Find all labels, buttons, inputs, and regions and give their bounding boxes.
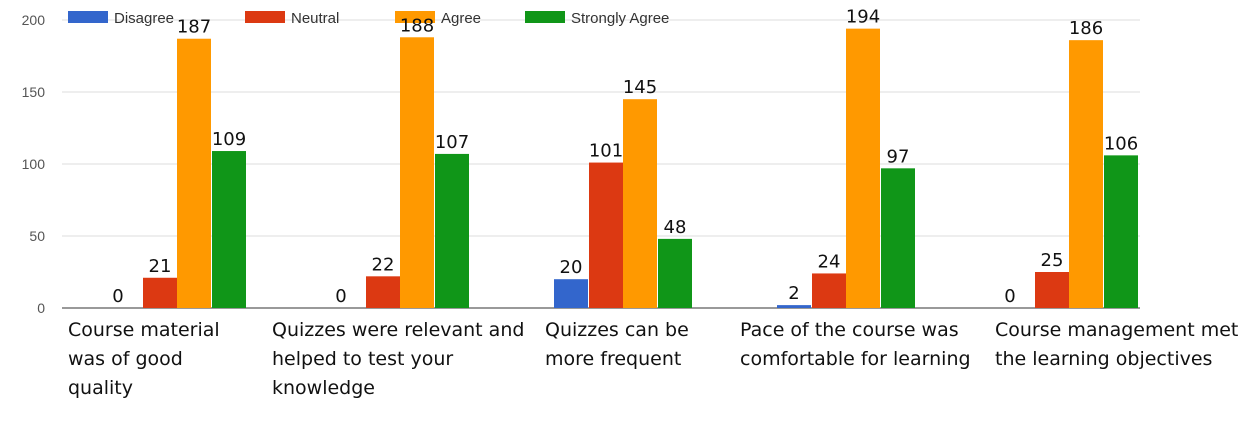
value-label: 101 <box>589 141 623 162</box>
bar <box>366 276 400 308</box>
value-label: 0 <box>1004 286 1015 307</box>
bar <box>589 162 623 308</box>
value-label: 21 <box>149 256 172 277</box>
legend-label: Disagree <box>114 10 174 27</box>
bar <box>1069 40 1103 308</box>
value-label: 194 <box>846 7 880 28</box>
legend-swatch <box>395 11 435 23</box>
value-label: 22 <box>372 254 395 275</box>
legend-swatch <box>525 11 565 23</box>
bar <box>846 28 880 308</box>
bar <box>1104 155 1138 308</box>
value-label: 20 <box>560 257 583 278</box>
bar <box>212 151 246 308</box>
legend-label: Agree <box>441 10 481 27</box>
legend-swatch <box>245 11 285 23</box>
legend-label: Strongly Agree <box>571 10 669 27</box>
value-label: 109 <box>212 129 246 150</box>
y-tick-label: 200 <box>22 12 46 28</box>
bar <box>400 37 434 308</box>
value-label: 188 <box>400 15 434 36</box>
x-tick-label: Quizzes were relevant and helped to test… <box>272 319 525 399</box>
bar <box>143 277 177 308</box>
bar <box>435 153 469 308</box>
value-label: 187 <box>177 17 211 38</box>
value-label: 107 <box>435 132 469 153</box>
bar <box>881 168 915 308</box>
legend-label: Neutral <box>291 10 339 27</box>
x-tick-label: Pace of the course was comfortable for l… <box>740 319 971 370</box>
value-label: 145 <box>623 77 657 98</box>
y-tick-label: 100 <box>22 156 46 172</box>
y-tick-label: 0 <box>37 300 45 316</box>
value-label: 2 <box>788 283 799 304</box>
value-label: 25 <box>1041 250 1064 271</box>
value-label: 186 <box>1069 18 1103 39</box>
value-label: 0 <box>335 286 346 307</box>
x-tick-label: Course material was of good quality <box>68 319 220 399</box>
y-tick-label: 50 <box>29 228 45 244</box>
bar <box>554 279 588 308</box>
value-label: 97 <box>887 146 910 167</box>
bar <box>177 38 211 308</box>
x-tick-label: Quizzes can be more frequent <box>545 319 689 370</box>
legend-swatch <box>68 11 108 23</box>
y-tick-label: 150 <box>22 84 46 100</box>
value-label: 24 <box>818 251 841 272</box>
bar <box>777 305 811 308</box>
value-label: 0 <box>112 286 123 307</box>
value-label: 48 <box>664 217 687 238</box>
x-tick-label: Course management met the learning objec… <box>995 319 1239 370</box>
bar <box>812 273 846 308</box>
value-label: 106 <box>1104 133 1138 154</box>
bar <box>658 238 692 308</box>
bar <box>623 99 657 308</box>
bar <box>1035 272 1069 308</box>
